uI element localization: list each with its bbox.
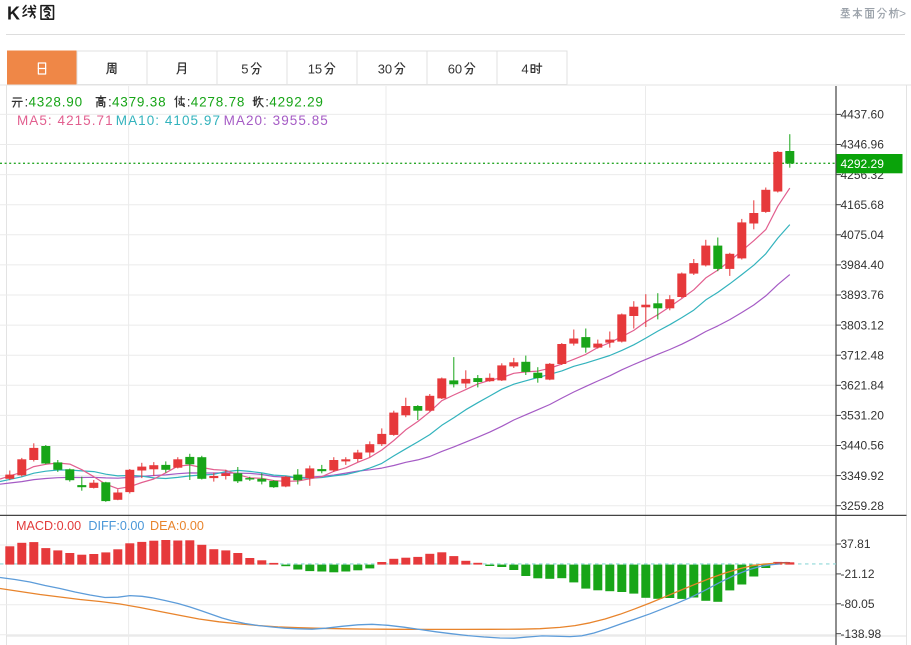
svg-text:-21.12: -21.12 [841,567,875,581]
svg-text:4328.90: 4328.90 [29,94,83,109]
svg-text:4437.60: 4437.60 [841,108,885,122]
svg-text:K: K [7,4,20,24]
svg-text:3712.48: 3712.48 [841,348,885,362]
svg-text:15: 15 [308,62,322,77]
svg-text:4346.96: 4346.96 [841,138,885,152]
svg-text:3531.20: 3531.20 [841,409,885,423]
svg-text:37.81: 37.81 [841,537,871,551]
svg-text:MA20: 3955.85: MA20: 3955.85 [224,113,329,128]
svg-text::: : [265,94,269,109]
svg-text:MA5: 4215.71: MA5: 4215.71 [17,113,114,128]
svg-text:-80.05: -80.05 [841,597,875,611]
svg-text:3893.76: 3893.76 [841,288,885,302]
svg-text:4379.38: 4379.38 [112,94,166,109]
svg-text:4292.29: 4292.29 [841,157,885,171]
svg-text:3984.40: 3984.40 [841,258,885,272]
svg-text:MA10: 4105.97: MA10: 4105.97 [116,113,221,128]
svg-text:4165.68: 4165.68 [841,198,885,212]
svg-text:>: > [899,7,906,21]
svg-text:4278.78: 4278.78 [191,94,245,109]
svg-text:30: 30 [378,62,392,77]
svg-text:4292.29: 4292.29 [269,94,323,109]
svg-text:-138.98: -138.98 [841,627,882,641]
svg-text:3440.56: 3440.56 [841,439,885,453]
svg-text::: : [25,94,29,109]
svg-text:3259.28: 3259.28 [841,499,885,513]
svg-text::: : [187,94,191,109]
svg-text::: : [108,94,112,109]
svg-text:60: 60 [448,62,462,77]
svg-text:3803.12: 3803.12 [841,318,885,332]
svg-text:4: 4 [521,62,528,77]
svg-text:3621.84: 3621.84 [841,379,885,393]
svg-text:3349.92: 3349.92 [841,469,885,483]
svg-text:MACD:0.00: MACD:0.00 [16,519,81,533]
svg-text:DEA:0.00: DEA:0.00 [150,519,204,533]
svg-text:4075.04: 4075.04 [841,228,885,242]
svg-text:5: 5 [241,62,248,77]
svg-text:DIFF:0.00: DIFF:0.00 [88,519,144,533]
